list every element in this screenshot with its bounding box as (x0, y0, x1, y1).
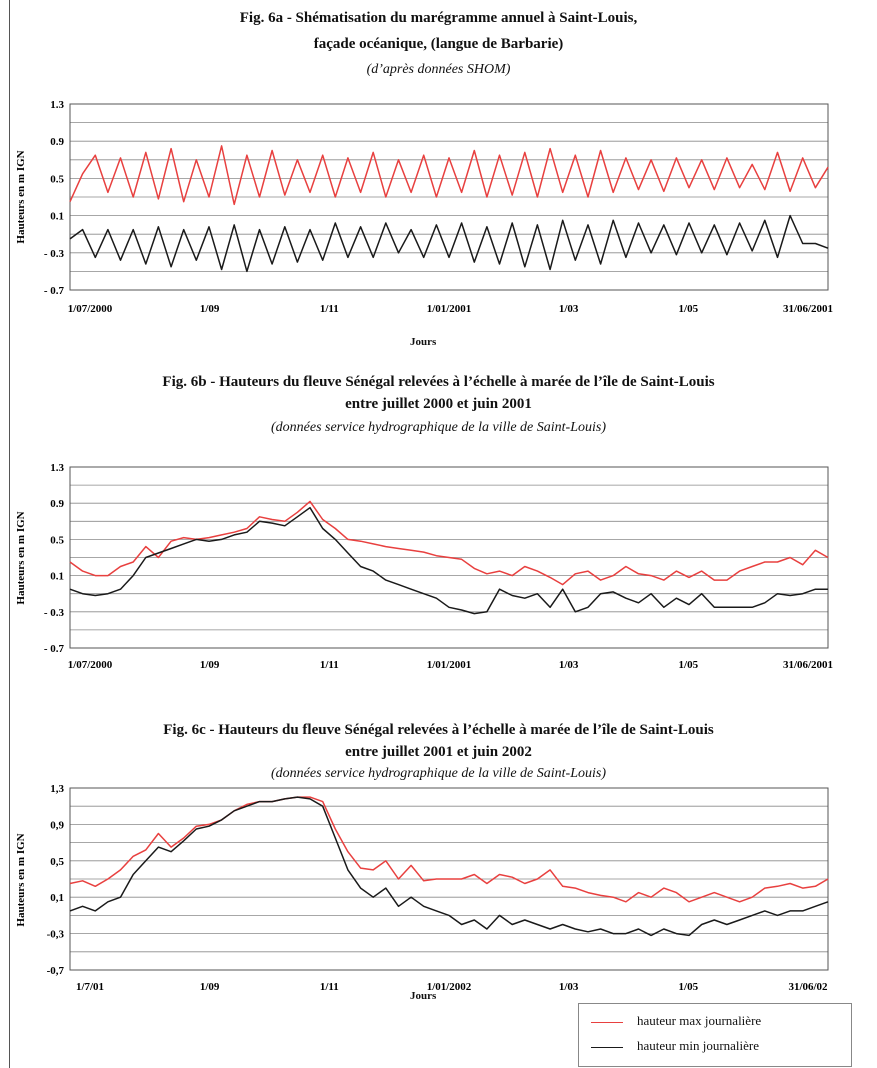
y-tick-label: 0.9 (50, 136, 64, 148)
fig-6c-title-line1: Fig. 6c - Hauteurs du fleuve Sénégal rel… (163, 722, 714, 738)
y-tick-label: 0,9 (50, 819, 64, 831)
chart-2-group: 1,3 0,9 0,5 0,1 -0,3 -0,7 1/7/01 1/09 1/11 1/01/2… (15, 783, 829, 993)
fig-6a-title-line2: façade océanique, (langue de Barbarie) (313, 36, 564, 52)
chart-1-group: 1.3 0.9 0.5 0.1 - 0.3 - 0.71/07/2000 1/09 1/11 1… (15, 462, 833, 671)
y-tick-label: -0,7 (47, 965, 65, 977)
y-tick-label: 0.1 (50, 571, 64, 583)
y-axis-label: Hauteurs en m IGN (15, 150, 27, 243)
series-line-max (69, 500, 829, 586)
y-tick-label: 0,1 (50, 892, 64, 904)
series-line-min (69, 796, 829, 937)
x-tick-label: 1/09 (200, 659, 220, 671)
y-tick-label: - 0.3 (44, 248, 65, 260)
y-tick-label: - 0.7 (44, 285, 65, 297)
fig-6a-xlabel: Jours (410, 336, 437, 348)
legend-item-min: hauteur min journalière (591, 1038, 846, 1058)
chart-legend: hauteur max journalière hauteur min jour… (578, 1003, 852, 1067)
fig-6c-xlabel: Jours (410, 990, 437, 1002)
legend-label-min: hauteur min journalière (637, 1038, 760, 1053)
y-tick-label: - 0.3 (44, 607, 65, 619)
fig-6a-subtitle: (d’après données SHOM) (366, 62, 511, 77)
legend-swatch-min (591, 1047, 623, 1048)
y-tick-label: 0.9 (50, 498, 64, 510)
fig-6c-title-line2: entre juillet 2001 et juin 2002 (345, 744, 532, 760)
y-tick-label: 0,5 (50, 856, 64, 868)
fig-6b-title-line1: Fig. 6b - Hauteurs du fleuve Sénégal rel… (162, 374, 715, 390)
legend-item-max: hauteur max journalière (591, 1013, 846, 1033)
page-left-border (9, 0, 10, 1068)
x-tick-label: 1/05 (679, 981, 699, 993)
fig-6b-title-line2: entre juillet 2000 et juin 2001 (345, 396, 532, 412)
x-tick-label: 1/05 (679, 303, 699, 315)
x-tick-label: 1/11 (320, 659, 339, 671)
fig-6b-subtitle: (données service hydrographique de la vi… (270, 420, 606, 435)
x-tick-label: 1/07/2000 (68, 659, 113, 671)
y-tick-label: 1.3 (50, 462, 64, 474)
x-tick-label: 1/03 (559, 303, 579, 315)
x-tick-label: 1/01/2001 (427, 303, 472, 315)
x-tick-label: 1/11 (320, 303, 339, 315)
series-line-min (69, 214, 829, 273)
x-tick-label: 1/7/01 (76, 981, 104, 993)
x-tick-label: 1/01/2002 (427, 981, 472, 993)
fig-6c-subtitle: (données service hydrographique de la vi… (270, 766, 606, 781)
fig-6a-title-line1: Fig. 6a - Shématisation du marégramme an… (239, 10, 638, 26)
x-tick-label: 1/09 (200, 303, 220, 315)
plot-frame (69, 103, 829, 291)
y-tick-label: 0.1 (50, 211, 64, 223)
x-tick-label: 1/07/2000 (68, 303, 113, 315)
y-axis-label: Hauteurs en m IGN (15, 511, 27, 604)
x-tick-label: 1/11 (320, 981, 339, 993)
y-tick-label: 1,3 (50, 783, 64, 795)
series-line-max (69, 796, 829, 903)
chart-0-group: 1.3 0.9 0.5 0.1 - 0.3 - 0.71/07/2000 1/09 1/11 1… (15, 99, 833, 315)
series-line-min (69, 506, 828, 615)
y-tick-label: 0.5 (50, 173, 64, 185)
x-tick-label: 1/01/2001 (427, 659, 472, 671)
x-tick-label: 31/06/02 (788, 981, 828, 993)
legend-label-max: hauteur max journalière (637, 1013, 762, 1028)
y-tick-label: 0.5 (50, 534, 64, 546)
series-line-max (69, 145, 829, 206)
y-tick-label: 1.3 (50, 99, 64, 111)
x-tick-label: 1/03 (559, 981, 579, 993)
x-tick-label: 1/05 (679, 659, 699, 671)
x-tick-label: 31/06/2001 (783, 659, 833, 671)
legend-swatch-max (591, 1022, 623, 1023)
y-tick-label: - 0.7 (44, 643, 65, 655)
x-tick-label: 31/06/2001 (783, 303, 833, 315)
y-axis-label: Hauteurs en m IGN (15, 833, 27, 926)
x-tick-label: 1/03 (559, 659, 579, 671)
x-tick-label: 1/09 (200, 981, 220, 993)
y-tick-label: -0,3 (47, 929, 65, 941)
